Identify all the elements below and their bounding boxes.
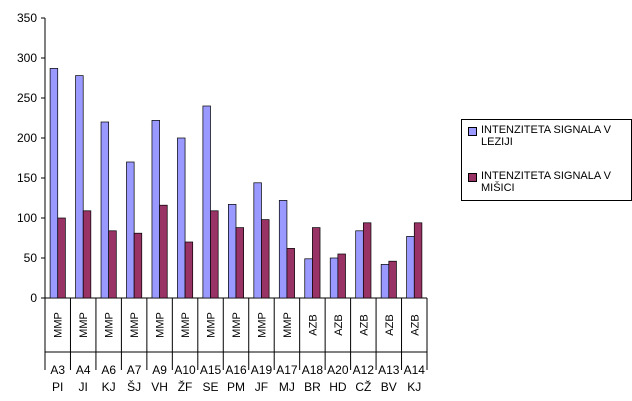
category-initials-label: BR — [304, 380, 321, 394]
category-initials-label: PM — [227, 380, 245, 394]
bar-lezija — [100, 121, 110, 299]
category-code-label: A16 — [225, 363, 247, 377]
y-axis-tick-labels: 0 50 100 150 200 250 300 350 — [17, 11, 37, 305]
category-group-label: AZB — [358, 314, 370, 335]
category-initials-label: HD — [329, 380, 347, 394]
bar-misica — [261, 219, 270, 299]
bar-lezija — [75, 75, 84, 299]
legend-item-misica: INTENZITETA SIGNALA V MIŠICI — [468, 170, 631, 194]
bar-misica — [184, 241, 194, 299]
y-tick-label: 300 — [17, 51, 37, 65]
bar-lezija — [228, 204, 237, 299]
bar-lezija — [126, 161, 135, 299]
chart-legend: INTENZITETA SIGNALA V LEZIJI INTENZITETA… — [461, 119, 632, 201]
y-tick-label: 0 — [30, 291, 37, 305]
bar-lezija — [202, 105, 211, 299]
category-code-label: A7 — [127, 363, 142, 377]
y-tick-label: 100 — [17, 211, 37, 225]
y-tick-label: 200 — [17, 131, 37, 145]
legend-swatch-lezija — [468, 127, 477, 136]
bar-lezija — [355, 230, 364, 299]
chart-axes — [41, 17, 428, 370]
bar-misica — [312, 227, 321, 299]
bar-lezija — [278, 200, 288, 299]
category-initials-label: CŽ — [355, 379, 371, 394]
category-code-label: A9 — [152, 363, 167, 377]
chart-bars — [49, 68, 423, 299]
category-group-label: AZB — [333, 314, 345, 335]
y-tick-label: 250 — [17, 91, 37, 105]
category-code-label: A17 — [276, 363, 298, 377]
bar-misica — [413, 222, 423, 299]
category-code-label: A6 — [101, 363, 116, 377]
bar-misica — [133, 232, 143, 299]
category-initials-label: ŽF — [178, 379, 193, 394]
category-code-label: A13 — [378, 363, 400, 377]
legend-swatch-misica — [468, 173, 477, 182]
category-group-label: MMP — [256, 312, 268, 338]
bar-lezija — [177, 137, 186, 299]
category-group-label: MMP — [180, 312, 192, 338]
bar-lezija — [151, 120, 160, 299]
y-tick-label: 150 — [17, 171, 37, 185]
x-axis-category-labels: MMP A3 PI MMP A4 JI MMP A6 KJ MMP A7 ŠJ MMP A9 VH MMP A1… — [50, 312, 425, 394]
category-code-label: A14 — [404, 363, 426, 377]
category-group-label: MMP — [53, 312, 65, 338]
y-tick-label: 50 — [24, 251, 38, 265]
category-group-label: MMP — [155, 312, 167, 338]
category-code-label: A18 — [302, 363, 324, 377]
bar-misica — [235, 227, 244, 299]
bar-lezija — [406, 236, 415, 299]
category-group-label: MMP — [282, 312, 294, 338]
bar-misica — [337, 253, 346, 299]
category-group-label: MMP — [206, 312, 218, 338]
legend-label-lezija: INTENZITETA SIGNALA V LEZIJI — [481, 124, 611, 148]
category-initials-label: MJ — [279, 380, 295, 394]
bar-lezija — [329, 257, 339, 299]
category-group-label: MMP — [104, 312, 116, 338]
category-initials-label: SE — [203, 380, 219, 394]
category-initials-label: BV — [381, 380, 397, 394]
bar-misica — [57, 217, 66, 299]
category-initials-label: JF — [255, 380, 268, 394]
bar-lezija — [253, 182, 262, 299]
bar-lezija — [49, 68, 59, 299]
legend-label-misica: INTENZITETA SIGNALA V MIŠICI — [481, 170, 611, 194]
bar-misica — [108, 230, 117, 299]
bar-misica — [388, 260, 397, 299]
y-tick-label: 350 — [17, 11, 37, 25]
category-group-label: AZB — [307, 314, 319, 335]
category-code-label: A15 — [200, 363, 222, 377]
category-initials-label: PI — [52, 380, 63, 394]
category-initials-label: ŠJ — [127, 379, 141, 394]
bar-lezija — [304, 258, 313, 299]
category-code-label: A4 — [76, 363, 91, 377]
bar-misica — [286, 248, 295, 299]
category-initials-label: KJ — [102, 380, 116, 394]
bar-misica — [210, 210, 219, 299]
legend-item-lezija: INTENZITETA SIGNALA V LEZIJI — [468, 124, 631, 148]
category-group-label: MMP — [78, 312, 90, 338]
category-code-label: A20 — [327, 363, 349, 377]
category-group-label: MMP — [129, 312, 141, 338]
category-code-label: A3 — [50, 363, 65, 377]
bar-misica — [82, 210, 92, 299]
category-initials-label: JI — [79, 380, 88, 394]
category-code-label: A10 — [174, 363, 196, 377]
category-code-label: A19 — [251, 363, 273, 377]
category-initials-label: VH — [151, 380, 168, 394]
category-group-label: AZB — [409, 314, 421, 335]
bar-lezija — [380, 264, 390, 299]
category-initials-label: KJ — [407, 380, 421, 394]
category-group-label: MMP — [231, 312, 243, 338]
category-group-label: AZB — [384, 314, 396, 335]
category-code-label: A12 — [353, 363, 375, 377]
bar-misica — [159, 204, 168, 299]
bar-misica — [362, 222, 372, 299]
